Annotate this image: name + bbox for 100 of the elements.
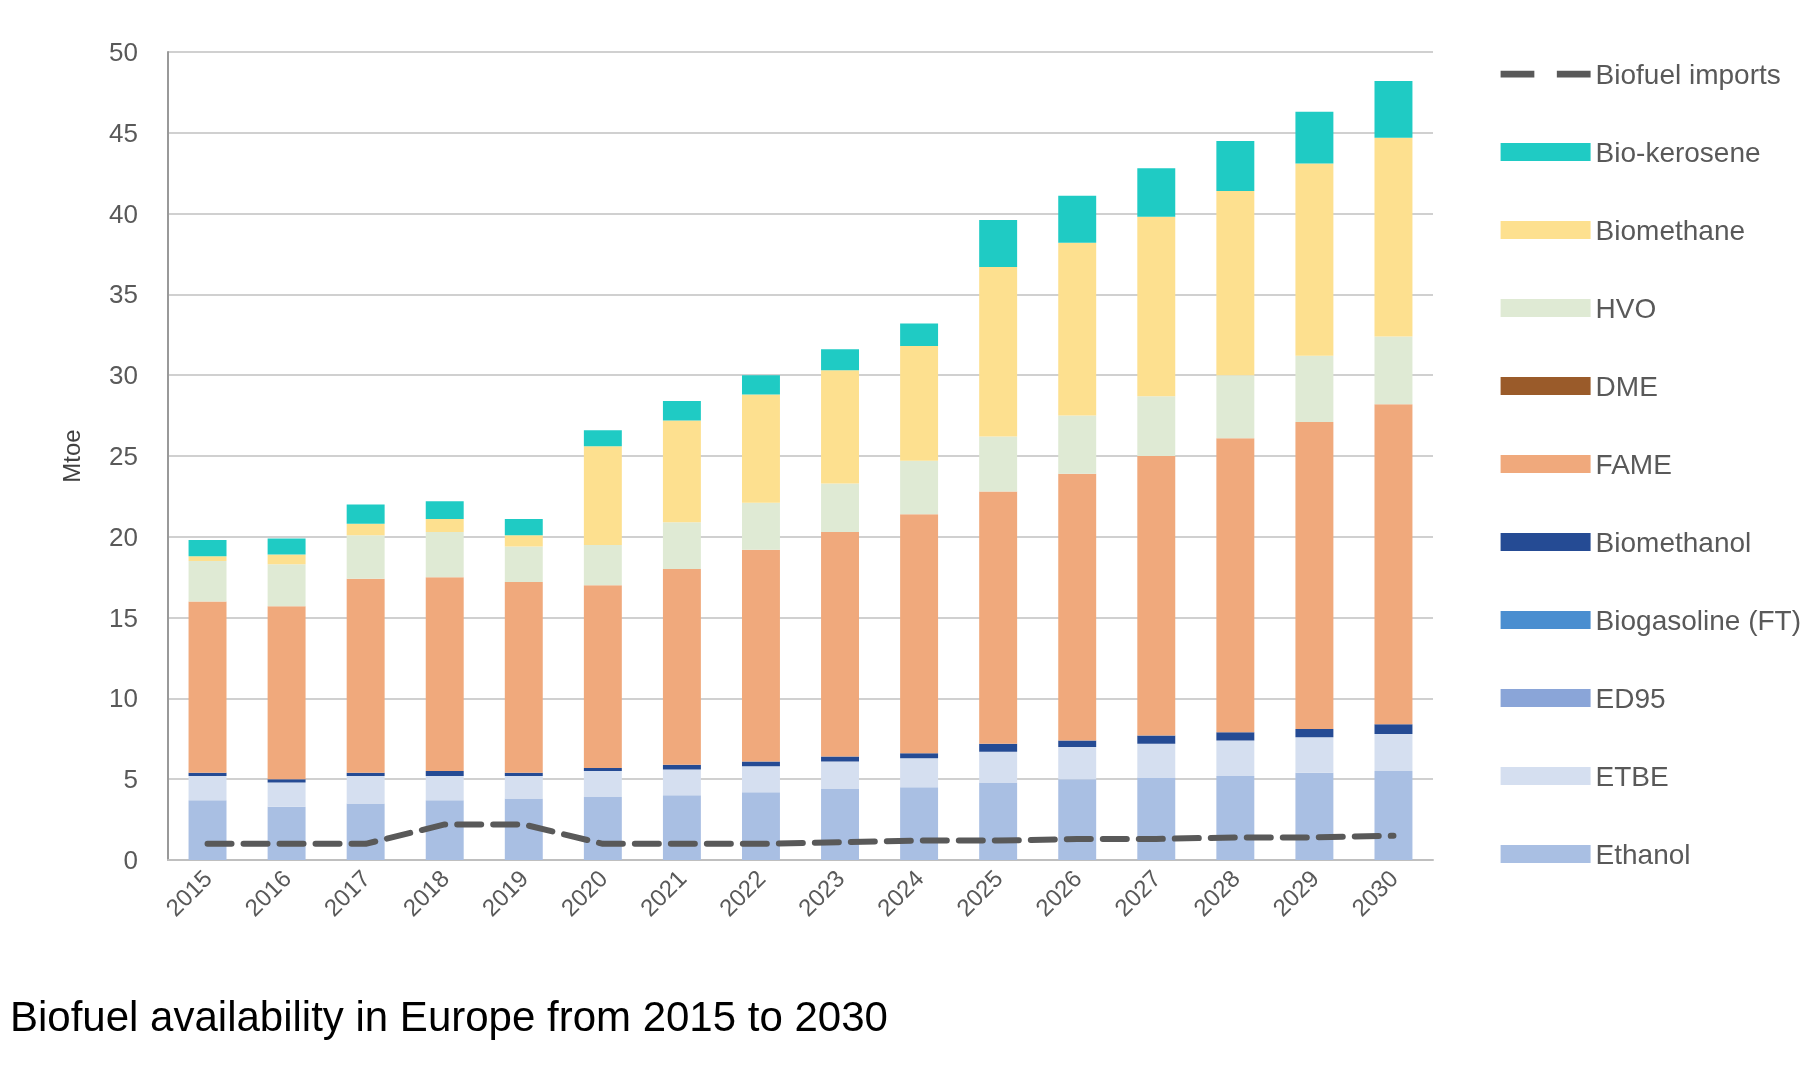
bar [900, 460, 939, 515]
y-tick-label: 20 [109, 521, 138, 552]
bar [1058, 746, 1097, 780]
bar [504, 582, 543, 773]
bar [1216, 140, 1255, 191]
bar [900, 753, 939, 759]
bar [583, 771, 622, 797]
legend-label: Bio-kerosene [1595, 136, 1761, 168]
y-tick-label: 25 [109, 441, 138, 471]
bar [267, 806, 306, 860]
bar [425, 531, 464, 578]
bar [1374, 724, 1413, 734]
bar [425, 519, 464, 532]
bar [346, 803, 385, 860]
bar [741, 549, 780, 762]
y-tick-label: 10 [109, 683, 138, 714]
bar [583, 544, 622, 586]
bar [267, 782, 306, 807]
bar [741, 792, 780, 860]
bar [900, 514, 939, 754]
legend-label: ETBE [1595, 760, 1669, 792]
legend-label: Ethanol [1595, 838, 1691, 870]
bar [346, 504, 385, 524]
bar [346, 523, 385, 536]
bar [504, 535, 543, 547]
bar [188, 800, 227, 860]
bar [741, 502, 780, 550]
bar [1058, 415, 1097, 474]
bar [267, 564, 306, 607]
bar [1137, 216, 1176, 397]
y-tick-label: 45 [109, 117, 138, 148]
bar [425, 800, 464, 860]
bar [662, 795, 701, 860]
bar [267, 606, 306, 780]
bar [188, 772, 227, 776]
bar [1295, 111, 1334, 164]
y-axis-title: Mtoe [57, 429, 85, 483]
bar [425, 775, 464, 801]
bar [1216, 438, 1255, 733]
bar [1374, 771, 1413, 860]
bar [979, 782, 1018, 860]
bar [1295, 772, 1334, 860]
bar [188, 601, 227, 773]
legend-label: Biomethanol [1595, 526, 1752, 558]
bar [188, 540, 227, 557]
bar [504, 519, 543, 536]
bar [1137, 777, 1176, 860]
bar [1216, 375, 1255, 439]
bar [583, 430, 622, 447]
legend-label: HVO [1595, 292, 1657, 324]
bar [1058, 242, 1097, 416]
y-tick-label: 15 [109, 602, 138, 633]
bar [1216, 190, 1255, 376]
bar [504, 546, 543, 583]
bar [504, 772, 543, 776]
bar [1374, 404, 1413, 725]
bar [346, 775, 385, 804]
bar [1137, 743, 1176, 778]
legend-label: DME [1595, 370, 1658, 402]
bar [662, 420, 701, 523]
bar [1058, 195, 1097, 243]
bar [821, 761, 860, 789]
bar [188, 556, 227, 562]
bar [583, 796, 622, 860]
bar [662, 769, 701, 796]
bar [504, 798, 543, 860]
bar [741, 375, 780, 395]
bar [979, 436, 1018, 492]
bar [1295, 422, 1334, 730]
bar [741, 761, 780, 767]
bar [662, 522, 701, 570]
bar [1295, 163, 1334, 356]
bar [267, 554, 306, 565]
bar [1295, 737, 1334, 773]
legend-label: Biogasoline (FT) [1595, 604, 1801, 636]
bar [1374, 137, 1413, 337]
bar [979, 220, 1018, 267]
legend-label: FAME [1595, 448, 1672, 480]
bar [1058, 473, 1097, 741]
bar [425, 501, 464, 520]
bar [1374, 733, 1413, 772]
bar [662, 401, 701, 421]
bar [267, 779, 306, 783]
bar [662, 569, 701, 765]
bar [1216, 740, 1255, 776]
bar [900, 758, 939, 788]
bar [900, 323, 939, 347]
bar [425, 577, 464, 772]
bar [662, 764, 701, 770]
bar [1216, 775, 1255, 860]
bar [346, 535, 385, 579]
bar [1374, 336, 1413, 405]
bar [979, 751, 1018, 783]
bar [583, 585, 622, 768]
bar [346, 578, 385, 773]
y-tick-label: 40 [109, 198, 138, 229]
bar [1374, 81, 1413, 138]
bar [900, 787, 939, 860]
bar [821, 788, 860, 860]
text: Biofuel availability in Europe from 2015 to 2030 [10, 992, 888, 1040]
